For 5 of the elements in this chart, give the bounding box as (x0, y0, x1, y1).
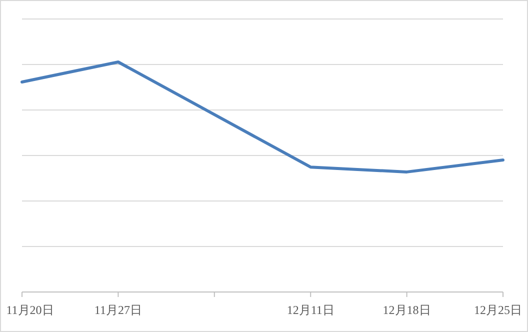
x-tick-label: 12月25日 (474, 303, 522, 317)
x-tick-label: 11月20日 (6, 303, 54, 317)
x-tick-label: 11月27日 (94, 303, 142, 317)
x-tick-label: 12月11日 (286, 303, 334, 317)
x-tick-label: 12月18日 (382, 303, 431, 317)
